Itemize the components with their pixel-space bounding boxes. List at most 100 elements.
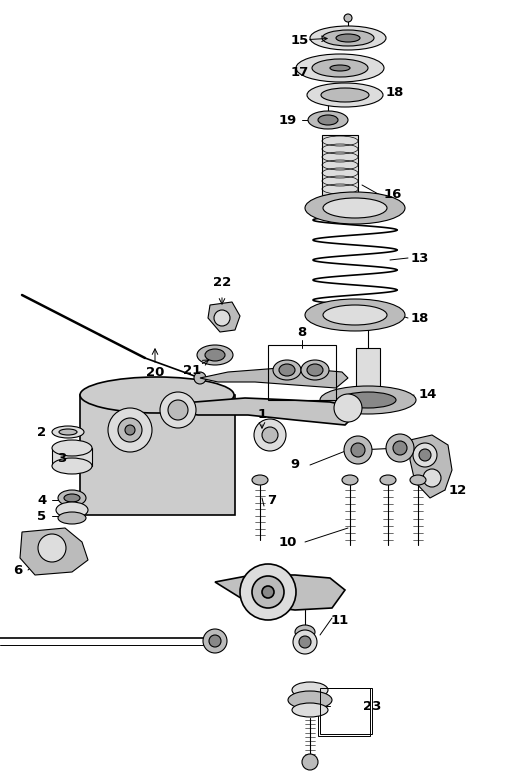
Polygon shape (208, 302, 240, 332)
Circle shape (344, 14, 352, 22)
Circle shape (118, 418, 142, 442)
Polygon shape (20, 528, 88, 575)
Polygon shape (80, 395, 235, 515)
Circle shape (299, 636, 311, 648)
Circle shape (160, 392, 196, 428)
Ellipse shape (296, 54, 384, 82)
Circle shape (203, 629, 227, 653)
Ellipse shape (340, 392, 396, 408)
Polygon shape (410, 435, 452, 498)
Bar (356, 348, 380, 400)
Ellipse shape (292, 682, 328, 698)
Text: 17: 17 (291, 65, 309, 78)
Circle shape (194, 372, 206, 384)
Polygon shape (200, 368, 348, 388)
Text: 19: 19 (279, 113, 297, 127)
Circle shape (168, 400, 188, 420)
Ellipse shape (205, 349, 225, 361)
Ellipse shape (307, 364, 323, 376)
Circle shape (38, 534, 66, 562)
Circle shape (262, 586, 274, 598)
Ellipse shape (305, 192, 405, 224)
Circle shape (240, 564, 296, 620)
Circle shape (254, 419, 286, 451)
Ellipse shape (52, 426, 84, 438)
Text: 21: 21 (183, 364, 201, 377)
Circle shape (262, 427, 278, 443)
Text: 11: 11 (331, 614, 349, 626)
Polygon shape (215, 575, 345, 610)
Ellipse shape (310, 26, 386, 50)
Ellipse shape (80, 377, 234, 413)
Ellipse shape (308, 111, 348, 129)
Ellipse shape (59, 429, 77, 435)
Circle shape (125, 425, 135, 435)
Ellipse shape (197, 345, 233, 365)
Bar (268, 345, 336, 400)
Bar (322, 135, 358, 195)
Ellipse shape (321, 88, 369, 102)
Ellipse shape (322, 30, 374, 46)
Text: 12: 12 (449, 483, 467, 497)
Ellipse shape (323, 305, 387, 325)
Ellipse shape (279, 364, 295, 376)
Ellipse shape (273, 360, 301, 380)
Text: 22: 22 (213, 276, 231, 288)
Ellipse shape (330, 65, 350, 71)
Circle shape (386, 434, 414, 462)
Ellipse shape (295, 625, 315, 639)
Ellipse shape (380, 475, 396, 485)
Polygon shape (165, 398, 355, 425)
Ellipse shape (318, 115, 338, 125)
Text: 9: 9 (290, 458, 300, 472)
Ellipse shape (312, 59, 368, 77)
Text: 23: 23 (363, 699, 381, 713)
Ellipse shape (307, 83, 383, 107)
Ellipse shape (342, 475, 358, 485)
Ellipse shape (305, 299, 405, 331)
Circle shape (393, 441, 407, 455)
Text: 16: 16 (384, 189, 402, 201)
Text: 10: 10 (279, 535, 297, 549)
Ellipse shape (320, 386, 416, 414)
Bar (320, 688, 372, 734)
Ellipse shape (301, 360, 329, 380)
Circle shape (413, 443, 437, 467)
Ellipse shape (52, 440, 92, 456)
Circle shape (108, 408, 152, 452)
Bar (318, 688, 370, 736)
Circle shape (334, 394, 362, 422)
Text: 20: 20 (146, 365, 164, 378)
Ellipse shape (336, 34, 360, 42)
Circle shape (214, 310, 230, 326)
Circle shape (419, 449, 431, 461)
Text: 5: 5 (37, 510, 47, 522)
Circle shape (293, 630, 317, 654)
Circle shape (351, 443, 365, 457)
Circle shape (344, 436, 372, 464)
Bar (52, 448, 92, 466)
Text: 2: 2 (37, 426, 47, 438)
Ellipse shape (252, 475, 268, 485)
Text: 18: 18 (386, 86, 404, 99)
Ellipse shape (58, 512, 86, 524)
Text: 3: 3 (57, 451, 67, 465)
Text: 4: 4 (37, 493, 47, 507)
Text: 15: 15 (291, 33, 309, 47)
Text: 18: 18 (411, 312, 429, 325)
Ellipse shape (292, 703, 328, 717)
Circle shape (252, 576, 284, 608)
Ellipse shape (56, 502, 88, 518)
Ellipse shape (52, 458, 92, 474)
Text: 6: 6 (13, 563, 23, 577)
Text: 14: 14 (419, 388, 437, 402)
Ellipse shape (323, 198, 387, 218)
Text: 8: 8 (298, 326, 307, 339)
Circle shape (423, 469, 441, 487)
Text: 13: 13 (411, 252, 429, 264)
Circle shape (302, 754, 318, 770)
Ellipse shape (288, 691, 332, 709)
Ellipse shape (58, 490, 86, 506)
Text: 1: 1 (258, 409, 267, 421)
Ellipse shape (64, 494, 80, 502)
